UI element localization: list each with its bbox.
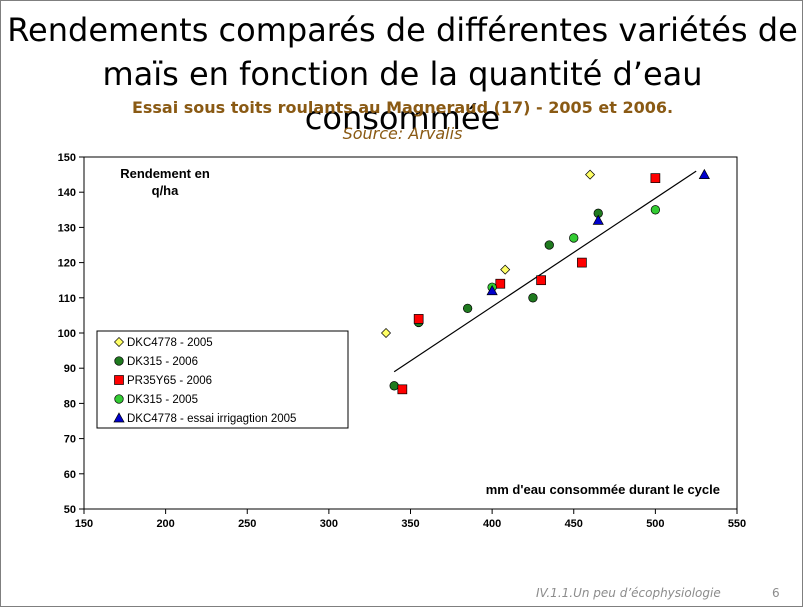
data-point-series-3 <box>413 314 424 324</box>
data-point-series-2 <box>389 381 399 391</box>
footer-section-label: IV.1.1.Un peu d’écophysiologie <box>536 586 721 600</box>
data-point-series-3 <box>577 257 587 268</box>
x-tick-label: 200 <box>156 518 174 530</box>
data-point-series-5 <box>486 285 498 296</box>
legend-marker-3 <box>114 375 124 385</box>
data-point-series-1 <box>585 169 596 180</box>
legend-entry-label: DKC4778 - essai irrigagtion 2005 <box>127 413 296 425</box>
legend-entry-label: DKC4778 - 2005 <box>127 337 213 349</box>
legend-marker-5 <box>113 412 125 423</box>
legend-marker-2 <box>114 356 124 366</box>
footer-page-number: 6 <box>772 586 780 600</box>
data-point-series-3 <box>397 384 408 395</box>
x-tick-label: 500 <box>646 518 664 530</box>
x-tick-label: 350 <box>401 518 419 530</box>
x-tick-label: 450 <box>565 518 583 530</box>
y-tick-label: 140 <box>58 187 76 199</box>
legend-box <box>96 330 349 429</box>
y-tick-label: 60 <box>64 469 76 481</box>
data-point-series-1 <box>381 328 392 338</box>
y-tick-label: 90 <box>64 363 76 375</box>
x-tick-label: 250 <box>238 518 256 530</box>
x-tick-label: 300 <box>320 518 338 530</box>
y-tick-label: 130 <box>58 222 76 234</box>
slide-subtitle: Essai sous toits roulants au Magneraud (… <box>131 98 674 117</box>
data-point-series-5 <box>698 168 710 179</box>
slide-source: Source: Arvalis <box>342 124 463 143</box>
data-point-series-2 <box>544 240 554 250</box>
legend-marker-1 <box>114 337 124 347</box>
data-point-series-3 <box>650 173 661 183</box>
y-tick-label: 100 <box>58 328 76 340</box>
data-point-series-3 <box>495 278 506 289</box>
y-axis-label: Rendement en <box>120 166 210 181</box>
y-tick-label: 120 <box>58 258 76 270</box>
x-axis-label: mm d'eau consommée durant le cycle <box>486 482 720 497</box>
x-tick-label: 550 <box>728 518 746 530</box>
x-tick-label: 400 <box>483 518 501 530</box>
legend-entry-label: DK315 - 2006 <box>127 356 198 368</box>
legend-marker-4 <box>114 394 124 404</box>
data-point-series-2 <box>462 303 473 314</box>
slide-title: Rendements comparés de différentes varié… <box>7 11 798 137</box>
y-tick-label: 80 <box>64 398 76 410</box>
y-axis-label: q/ha <box>152 183 179 198</box>
y-tick-label: 150 <box>58 152 76 164</box>
data-point-series-4 <box>569 233 579 243</box>
data-point-series-1 <box>500 264 511 275</box>
y-tick-label: 50 <box>64 504 76 516</box>
data-point-series-4 <box>650 205 661 215</box>
y-tick-label: 110 <box>58 293 76 305</box>
data-point-series-3 <box>536 275 546 286</box>
legend-entry-label: DK315 - 2005 <box>127 394 198 406</box>
data-point-series-5 <box>592 214 604 225</box>
trendline <box>393 170 697 373</box>
x-tick-label: 150 <box>75 518 93 530</box>
data-point-series-2 <box>528 293 538 303</box>
legend-entry-label: PR35Y65 - 2006 <box>127 375 212 387</box>
y-tick-label: 70 <box>64 434 76 446</box>
